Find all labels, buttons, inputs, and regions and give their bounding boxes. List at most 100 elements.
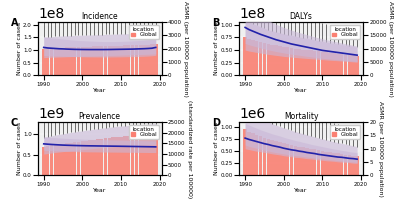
- Bar: [54, 48, 57, 75]
- X-axis label: Year: Year: [93, 188, 106, 193]
- Title: Prevalence: Prevalence: [79, 112, 121, 121]
- Bar: [119, 137, 123, 175]
- Bar: [324, 152, 328, 175]
- Bar: [286, 144, 289, 175]
- Bar: [108, 138, 111, 175]
- Bar: [328, 53, 332, 75]
- Y-axis label: ASMR (per 100000 population): ASMR (per 100000 population): [183, 1, 188, 97]
- Bar: [50, 145, 53, 175]
- Bar: [348, 155, 351, 175]
- Bar: [92, 140, 96, 175]
- Bar: [352, 156, 355, 175]
- Bar: [274, 45, 278, 75]
- Bar: [46, 146, 49, 175]
- Bar: [150, 44, 154, 75]
- Bar: [127, 136, 130, 175]
- Bar: [251, 40, 255, 75]
- Bar: [84, 141, 88, 175]
- Bar: [243, 37, 247, 75]
- Bar: [115, 46, 119, 75]
- Bar: [61, 48, 65, 75]
- Text: C: C: [11, 118, 18, 128]
- Bar: [309, 50, 312, 75]
- Bar: [58, 48, 61, 75]
- Y-axis label: Number of cases: Number of cases: [16, 22, 22, 75]
- Bar: [344, 155, 347, 175]
- Bar: [266, 44, 270, 75]
- Bar: [50, 48, 53, 75]
- Bar: [274, 141, 278, 175]
- Bar: [88, 140, 92, 175]
- Bar: [84, 47, 88, 75]
- Bar: [301, 147, 305, 175]
- Bar: [332, 53, 336, 75]
- Bar: [247, 132, 251, 175]
- Bar: [142, 135, 146, 175]
- Bar: [80, 141, 84, 175]
- Y-axis label: ASMR (per 100000 population): ASMR (per 100000 population): [378, 101, 382, 197]
- Bar: [259, 136, 262, 175]
- Bar: [278, 142, 282, 175]
- Bar: [135, 45, 138, 75]
- Bar: [96, 139, 100, 175]
- Bar: [77, 47, 80, 75]
- Bar: [146, 135, 150, 175]
- Bar: [123, 45, 127, 75]
- Bar: [313, 51, 316, 75]
- Bar: [127, 45, 130, 75]
- Bar: [313, 149, 316, 175]
- Y-axis label: Number of cases: Number of cases: [16, 122, 22, 175]
- Bar: [108, 46, 111, 75]
- X-axis label: Year: Year: [294, 88, 308, 93]
- Bar: [290, 145, 293, 175]
- Bar: [309, 149, 312, 175]
- Bar: [112, 137, 115, 175]
- Bar: [150, 135, 154, 175]
- Bar: [320, 52, 324, 75]
- Legend: Global: Global: [330, 25, 360, 39]
- Bar: [115, 137, 119, 175]
- Text: B: B: [212, 18, 220, 28]
- Bar: [344, 55, 347, 75]
- Bar: [340, 54, 344, 75]
- Y-axis label: (standardized rate per 100000): (standardized rate per 100000): [187, 100, 192, 198]
- Legend: Global: Global: [330, 125, 360, 139]
- Y-axis label: Number of cases: Number of cases: [214, 122, 220, 175]
- Bar: [123, 136, 127, 175]
- Bar: [305, 148, 309, 175]
- Bar: [104, 46, 107, 75]
- Bar: [282, 47, 286, 75]
- Bar: [352, 55, 355, 75]
- Bar: [340, 154, 344, 175]
- Bar: [54, 145, 57, 175]
- Bar: [58, 144, 61, 175]
- Bar: [154, 44, 158, 75]
- Bar: [348, 55, 351, 75]
- Bar: [243, 129, 247, 175]
- Bar: [65, 47, 69, 75]
- Bar: [290, 48, 293, 75]
- Bar: [131, 45, 134, 75]
- Bar: [336, 153, 340, 175]
- Bar: [282, 143, 286, 175]
- Bar: [263, 43, 266, 75]
- Bar: [317, 51, 320, 75]
- Y-axis label: Number of cases: Number of cases: [214, 22, 220, 75]
- Bar: [77, 142, 80, 175]
- Bar: [328, 152, 332, 175]
- Legend: Global: Global: [129, 125, 159, 139]
- Bar: [119, 46, 123, 75]
- Bar: [298, 49, 301, 75]
- Bar: [100, 46, 104, 75]
- Bar: [112, 46, 115, 75]
- Bar: [332, 153, 336, 175]
- Bar: [294, 49, 297, 75]
- Bar: [104, 138, 107, 175]
- Legend: Global: Global: [129, 25, 159, 39]
- Bar: [301, 50, 305, 75]
- Bar: [154, 135, 158, 175]
- Bar: [278, 46, 282, 75]
- Bar: [324, 52, 328, 75]
- Bar: [131, 136, 134, 175]
- Bar: [61, 144, 65, 175]
